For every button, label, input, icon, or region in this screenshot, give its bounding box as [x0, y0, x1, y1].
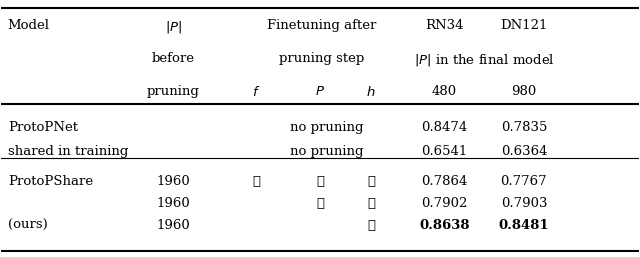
Text: ✓: ✓ [367, 219, 375, 232]
Text: before: before [152, 52, 195, 65]
Text: $f$: $f$ [252, 85, 260, 99]
Text: 1960: 1960 [157, 219, 190, 232]
Text: $|P|$: $|P|$ [165, 19, 182, 35]
Text: $|P|$ in the final model: $|P|$ in the final model [413, 52, 554, 68]
Text: ✓: ✓ [367, 175, 375, 188]
Text: pruning: pruning [147, 85, 200, 98]
Text: ✓: ✓ [316, 197, 324, 210]
Text: 0.8638: 0.8638 [419, 219, 470, 232]
Text: ✓: ✓ [367, 197, 375, 210]
Text: ✓: ✓ [252, 175, 260, 188]
Text: 1960: 1960 [157, 175, 190, 188]
Text: no pruning: no pruning [290, 121, 363, 134]
Text: 0.7835: 0.7835 [500, 121, 547, 134]
Text: 1960: 1960 [157, 197, 190, 210]
Text: Model: Model [8, 19, 50, 32]
Text: 0.6364: 0.6364 [500, 145, 547, 158]
Text: RN34: RN34 [425, 19, 463, 32]
Text: 0.8481: 0.8481 [499, 219, 549, 232]
Text: $P$: $P$ [315, 85, 325, 98]
Text: (ours): (ours) [8, 219, 47, 232]
Text: ✓: ✓ [316, 175, 324, 188]
Text: shared in training: shared in training [8, 145, 128, 158]
Text: pruning step: pruning step [280, 52, 365, 65]
Text: 0.7903: 0.7903 [500, 197, 547, 210]
Text: ProtoPNet: ProtoPNet [8, 121, 78, 134]
Text: 480: 480 [432, 85, 457, 98]
Text: 0.7864: 0.7864 [421, 175, 467, 188]
Text: DN121: DN121 [500, 19, 548, 32]
Text: 980: 980 [511, 85, 536, 98]
Text: 0.7902: 0.7902 [421, 197, 467, 210]
Text: 0.7767: 0.7767 [500, 175, 547, 188]
Text: $h$: $h$ [366, 85, 376, 99]
Text: Finetuning after: Finetuning after [268, 19, 377, 32]
Text: ProtoPShare: ProtoPShare [8, 175, 93, 188]
Text: no pruning: no pruning [290, 145, 363, 158]
Text: 0.6541: 0.6541 [421, 145, 467, 158]
Text: 0.8474: 0.8474 [421, 121, 467, 134]
